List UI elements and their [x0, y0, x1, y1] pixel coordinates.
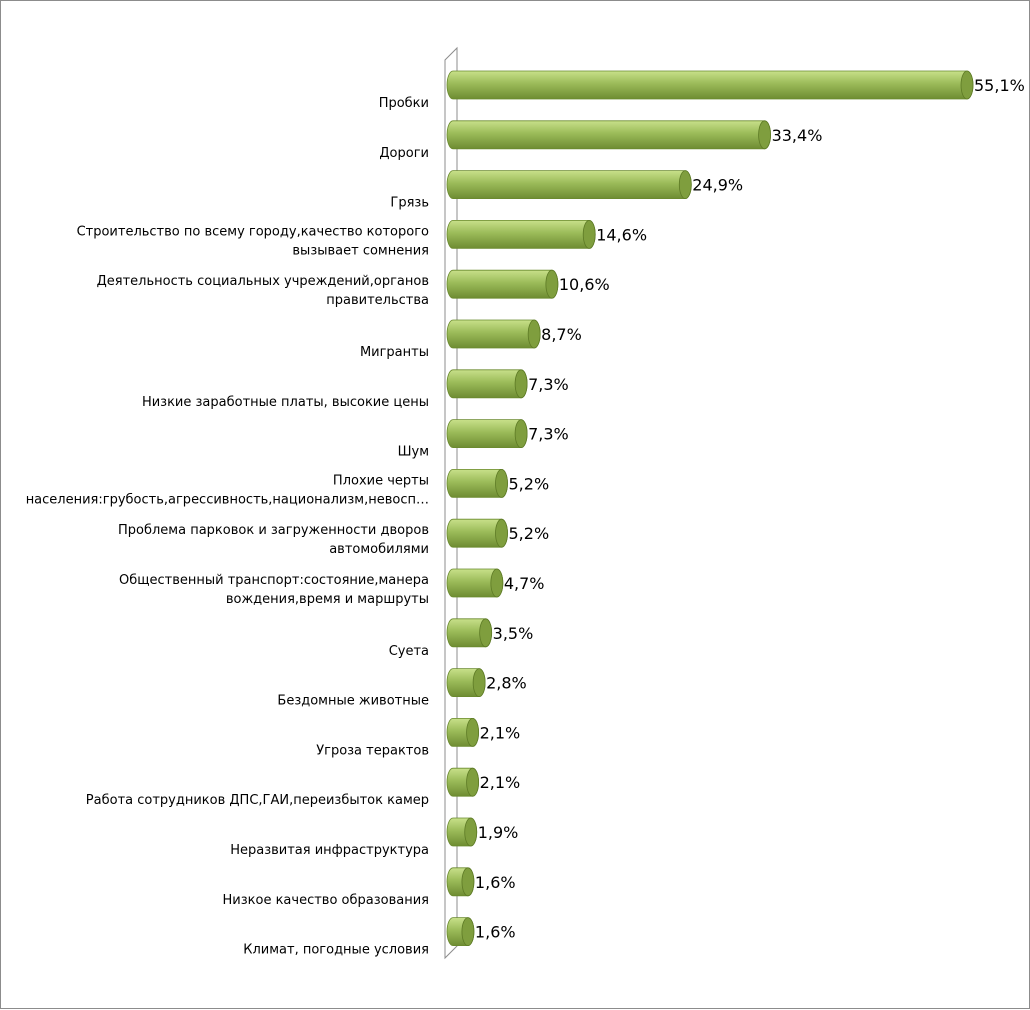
bar — [446, 369, 528, 399]
bar-cap — [495, 468, 508, 498]
bar — [446, 767, 479, 797]
data-label: 1,6% — [475, 873, 516, 892]
bar-cap — [479, 618, 493, 648]
bar — [446, 219, 596, 249]
data-label: 55,1% — [974, 76, 1025, 95]
category-label-line: Деятельность социальных учреждений,орган… — [97, 274, 429, 289]
bar-cap — [461, 917, 475, 946]
category-label: Мигранты — [360, 345, 429, 360]
category-label-line: населения:грубость,агрессивность,национа… — [26, 492, 429, 507]
category-label: Работа сотрудников ДПС,ГАИ,переизбыток к… — [86, 793, 429, 808]
bar-cap — [466, 718, 479, 747]
bar-body — [446, 269, 559, 299]
category-label-line: Проблема парковок и загруженности дворов — [118, 523, 429, 538]
bar-cap — [527, 319, 541, 349]
bar — [446, 518, 508, 548]
category-label: Шум — [398, 445, 429, 460]
bar — [446, 718, 479, 747]
bar — [446, 269, 559, 299]
bar — [446, 618, 493, 648]
bar — [446, 170, 692, 200]
data-label: 7,3% — [528, 425, 569, 444]
bar-cap — [758, 120, 771, 150]
data-label: 5,2% — [509, 524, 550, 543]
category-label: Дороги — [379, 146, 429, 161]
bar-cap — [464, 817, 478, 847]
category-label: Суета — [389, 644, 429, 659]
bar-cap — [678, 170, 692, 200]
bar-body — [446, 319, 541, 349]
bar — [446, 668, 486, 697]
bar-cap — [582, 219, 596, 249]
data-label: 2,1% — [480, 773, 521, 792]
bar-cap — [545, 269, 559, 299]
data-label: 8,7% — [541, 325, 582, 344]
data-label: 2,1% — [480, 723, 521, 742]
bar — [446, 419, 528, 449]
data-label: 1,6% — [475, 923, 516, 942]
data-label: 14,6% — [596, 225, 647, 244]
bar-cap — [466, 767, 479, 797]
category-label-line: правительства — [326, 293, 429, 308]
bar — [446, 917, 475, 946]
data-label: 24,9% — [692, 176, 743, 195]
data-label: 5,2% — [509, 474, 550, 493]
category-label: Бездомные животные — [277, 694, 429, 709]
data-label: 4,7% — [504, 574, 545, 593]
bar-body — [446, 120, 771, 150]
category-label: Общественный транспорт:состояние,манера в… — [119, 573, 429, 607]
bar — [446, 120, 771, 150]
bar — [446, 319, 541, 349]
bar-cap — [490, 568, 504, 598]
bar-cap — [514, 419, 528, 449]
category-label: Пробки — [379, 96, 429, 111]
bar-body — [446, 220, 596, 249]
category-label-line: Плохие черты — [333, 473, 429, 488]
category-label-line: Строительство по всему городу,качество к… — [77, 224, 429, 239]
category-label-line: автомобилями — [329, 542, 429, 557]
category-label: Угроза терактов — [316, 743, 429, 758]
data-label: 10,6% — [559, 275, 610, 294]
bar-body — [446, 70, 974, 100]
bar — [446, 468, 508, 498]
bar-cap — [960, 70, 974, 100]
bar — [446, 70, 974, 100]
category-label: Грязь — [390, 196, 429, 211]
category-label: Низкие заработные платы, высокие цены — [142, 395, 429, 410]
bar — [446, 867, 475, 897]
category-label-line: Общественный транспорт:состояние,манера — [119, 573, 429, 588]
bar-body — [446, 170, 692, 199]
category-label-line: вызывает сомнения — [292, 243, 429, 258]
bar — [446, 817, 478, 847]
data-label: 7,3% — [528, 375, 569, 394]
data-label: 33,4% — [772, 126, 823, 145]
category-label: Климат, погодные условия — [243, 943, 429, 958]
bar-cap — [514, 369, 528, 399]
category-label-line: вождения,время и маршруты — [226, 592, 429, 607]
category-label: Плохие черты населения:грубость,агрессивн… — [26, 473, 429, 507]
bar-cap — [495, 518, 508, 548]
data-label: 3,5% — [493, 624, 534, 643]
category-label: Низкое качество образования — [223, 893, 430, 908]
bar-cap — [461, 867, 475, 897]
bar-cap — [472, 668, 486, 697]
data-label: 2,8% — [486, 674, 527, 693]
category-label: Неразвитая инфраструктура — [230, 843, 429, 858]
category-label: Строительство по всему городу,качество к… — [77, 224, 429, 258]
data-label: 1,9% — [478, 823, 519, 842]
bar — [446, 568, 504, 598]
category-label: Деятельность социальных учреждений,орган… — [97, 274, 429, 308]
category-label: Проблема парковок и загруженности дворов… — [118, 523, 429, 557]
